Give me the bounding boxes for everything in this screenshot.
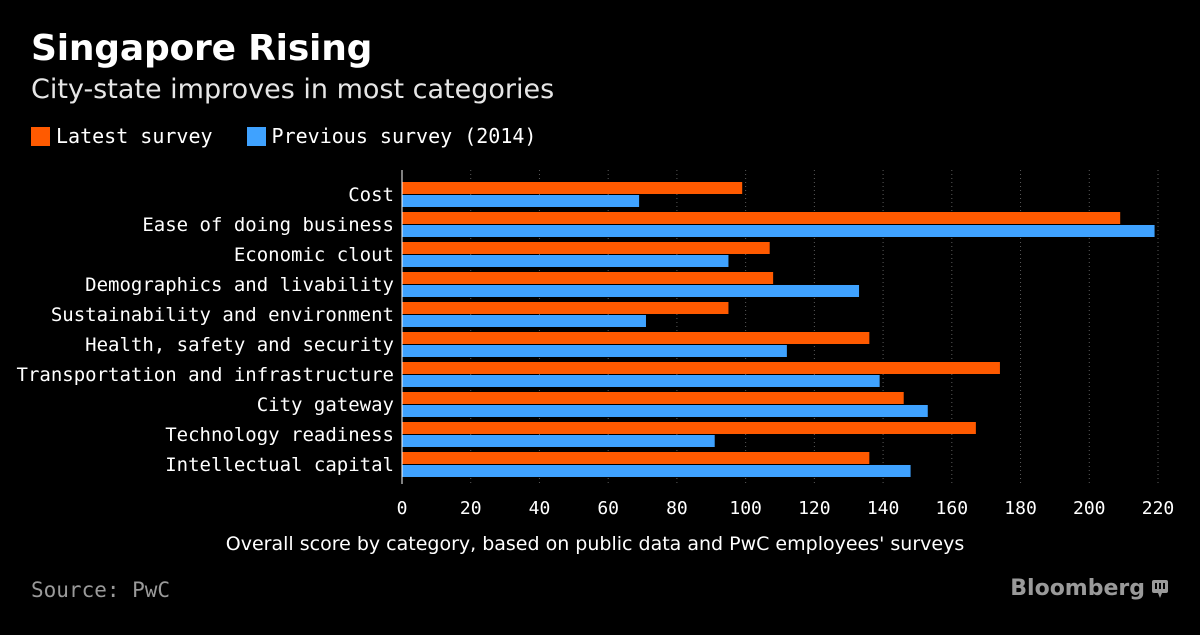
bar-previous-6	[402, 375, 880, 387]
legend-swatch-latest	[31, 126, 50, 146]
bar-previous-1	[402, 225, 1155, 237]
bar-latest-2	[402, 242, 770, 254]
x-tick-label-160: 160	[936, 498, 969, 519]
x-tick-label-20: 20	[460, 498, 482, 519]
bar-latest-0	[402, 182, 743, 194]
legend-label-previous: Previous survey (2014)	[271, 124, 537, 148]
bar-latest-5	[402, 332, 870, 344]
bar-latest-7	[402, 392, 904, 404]
category-label-2: Economic clout	[234, 244, 394, 266]
x-tick-label-180: 180	[1004, 498, 1037, 519]
category-label-6: Transportation and infrastructure	[17, 364, 395, 386]
bar-previous-9	[402, 465, 911, 477]
legend: Latest survey Previous survey (2014)	[31, 124, 570, 148]
x-tick-label-220: 220	[1142, 498, 1175, 519]
bar-latest-4	[402, 302, 729, 314]
x-tick-label-80: 80	[666, 498, 688, 519]
chart-title: Singapore Rising	[31, 28, 373, 69]
brand-logo: Bloomberg	[1010, 576, 1169, 601]
x-tick-label-60: 60	[597, 498, 619, 519]
legend-item-previous: Previous survey (2014)	[246, 124, 537, 148]
category-label-8: Technology readiness	[165, 424, 394, 446]
bar-latest-6	[402, 362, 1000, 374]
bar-previous-7	[402, 405, 928, 417]
x-tick-label-0: 0	[397, 498, 408, 519]
category-label-5: Health, safety and security	[85, 334, 394, 356]
category-label-1: Ease of doing business	[142, 214, 394, 236]
x-tick-label-100: 100	[729, 498, 762, 519]
category-label-7: City gateway	[257, 394, 394, 416]
category-label-0: Cost	[348, 184, 394, 206]
bar-latest-9	[402, 452, 870, 464]
bar-latest-3	[402, 272, 774, 284]
legend-label-latest: Latest survey	[56, 124, 213, 148]
x-tick-label-120: 120	[798, 498, 831, 519]
x-tick-label-140: 140	[867, 498, 900, 519]
x-tick-label-40: 40	[529, 498, 551, 519]
chart-subtitle: City-state improves in most categories	[31, 74, 555, 105]
bar-previous-2	[402, 255, 729, 267]
category-label-3: Demographics and livability	[85, 274, 394, 296]
x-axis-label: Overall score by category, based on publ…	[225, 533, 965, 555]
bar-previous-0	[402, 195, 640, 207]
bar-latest-8	[402, 422, 976, 434]
x-tick-label-200: 200	[1073, 498, 1106, 519]
source-note: Source: PwC	[31, 578, 171, 602]
bar-previous-8	[402, 435, 715, 447]
category-label-4: Sustainability and environment	[51, 304, 394, 326]
bar-latest-1	[402, 212, 1121, 224]
bar-chart: Cost Ease of doing business Economic clout…	[17, 170, 1175, 519]
bloomberg-terminal-icon	[1152, 579, 1168, 598]
legend-item-latest: Latest survey	[31, 124, 213, 148]
legend-swatch-previous	[246, 126, 266, 146]
category-label-9: Intellectual capital	[165, 454, 394, 476]
bar-previous-4	[402, 315, 646, 327]
brand-name: Bloomberg	[1010, 576, 1145, 601]
bar-previous-5	[402, 345, 787, 357]
bar-previous-3	[402, 285, 860, 297]
